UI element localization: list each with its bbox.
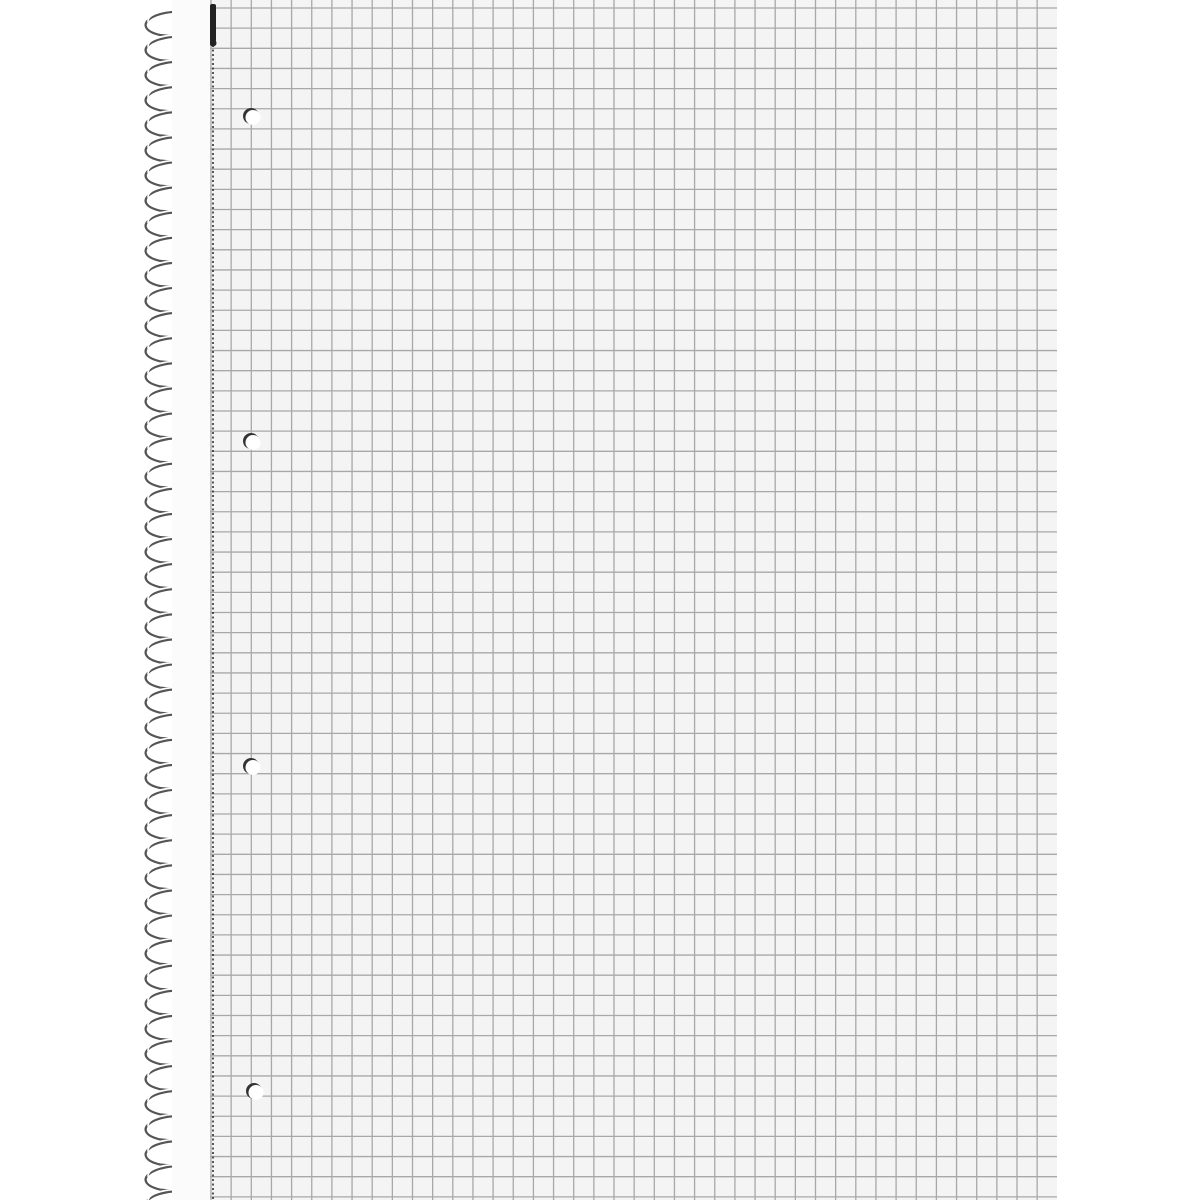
binding-strip	[172, 0, 210, 1200]
margin-line	[209, 4, 217, 1200]
punch-hole	[245, 110, 261, 125]
grid-lines	[172, 0, 1057, 1200]
punch-hole	[248, 1085, 264, 1100]
punch-holes	[243, 108, 264, 1100]
punch-hole	[245, 435, 261, 450]
margin-marker-dot	[209, 39, 217, 47]
punch-hole	[245, 760, 261, 775]
margin-marker	[210, 4, 216, 42]
